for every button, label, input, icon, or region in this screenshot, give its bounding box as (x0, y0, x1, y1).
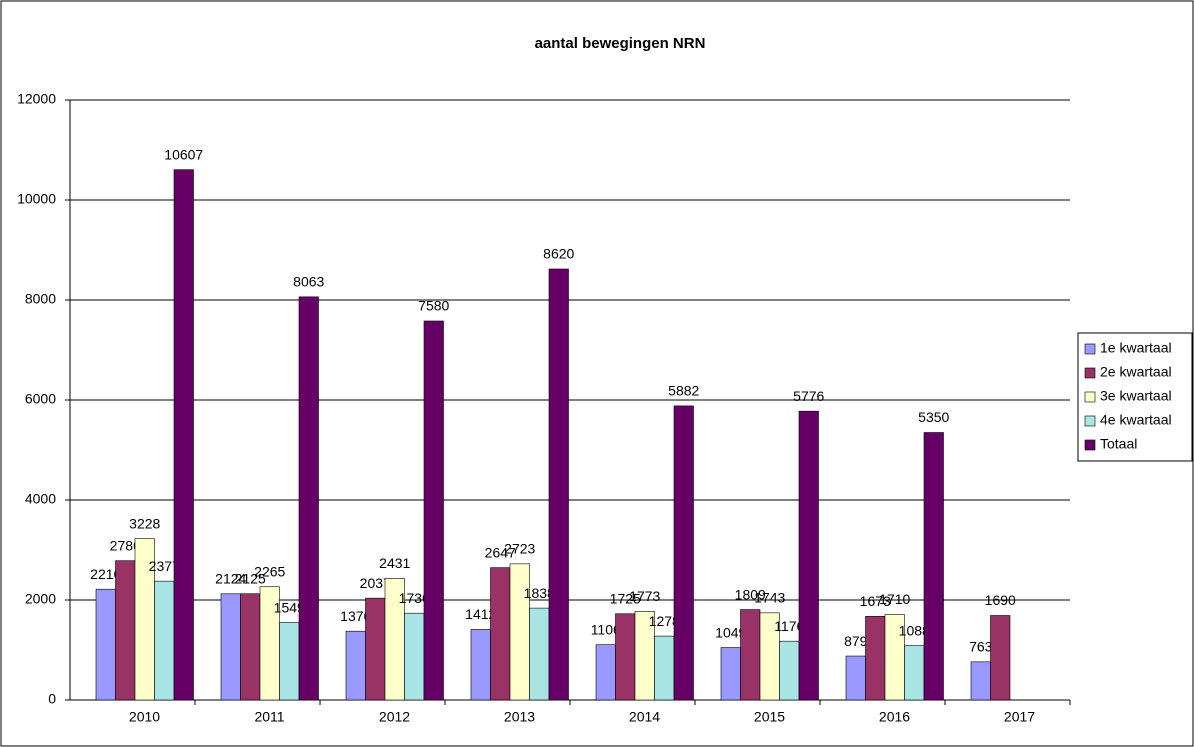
data-label: 10607 (164, 146, 203, 162)
data-label: 2037 (360, 575, 391, 591)
x-tick-label: 2013 (504, 709, 535, 725)
legend-label: 1e kwartaal (1100, 340, 1172, 356)
bar (595, 644, 616, 701)
data-label: 2124 (215, 571, 246, 587)
data-label: 2723 (504, 541, 535, 557)
legend-swatch (1084, 367, 1096, 379)
x-tick-label: 2010 (129, 709, 160, 725)
y-tick-label: 8000 (25, 291, 56, 307)
bar (923, 432, 944, 701)
chart-title: aantal bewegingen NRN (535, 35, 706, 52)
bar (173, 169, 194, 701)
data-label: 8620 (543, 246, 574, 262)
bar (798, 410, 819, 701)
bar (673, 405, 694, 701)
y-tick-label: 4000 (25, 491, 56, 507)
data-label: 1743 (754, 590, 785, 606)
data-label: 879 (844, 633, 868, 649)
data-label: 1176 (774, 618, 804, 634)
data-label: 5882 (668, 383, 699, 399)
data-label: 2265 (254, 563, 285, 579)
bar (423, 320, 444, 701)
bar (904, 645, 925, 701)
legend-swatch (1084, 391, 1096, 403)
legend-swatch (1084, 415, 1096, 427)
bar (490, 567, 511, 701)
data-label: 1773 (629, 588, 660, 604)
data-label: 2786 (110, 537, 141, 553)
data-label: 1549 (274, 599, 305, 615)
data-label: 1278 (649, 613, 680, 629)
bar (404, 612, 425, 701)
data-label: 1088 (899, 622, 930, 638)
data-label: 3228 (129, 515, 160, 531)
data-label: 8063 (293, 274, 324, 290)
legend-label: 3e kwartaal (1100, 388, 1172, 404)
legend-swatch (1084, 343, 1096, 355)
y-tick-label: 6000 (25, 391, 56, 407)
data-label: 2377 (149, 558, 180, 574)
bar (970, 661, 991, 701)
y-tick-label: 0 (48, 691, 56, 707)
data-label: 1412 (465, 606, 496, 622)
data-label: 1725 (610, 590, 641, 606)
legend-label: 2e kwartaal (1100, 364, 1172, 380)
data-label: 1690 (985, 592, 1016, 608)
bar (240, 593, 261, 701)
data-label: 1049 (715, 624, 746, 640)
data-label: 7580 (418, 298, 449, 314)
bar (845, 655, 866, 701)
data-label: 2125 (235, 570, 266, 586)
bar (990, 615, 1011, 701)
y-tick-label: 2000 (25, 591, 56, 607)
data-label: 2216 (90, 566, 121, 582)
bar (740, 609, 761, 701)
y-tick-label: 10000 (17, 191, 56, 207)
data-label: 1809 (735, 586, 766, 602)
data-label: 2431 (379, 555, 410, 571)
bar (529, 607, 550, 701)
bar (548, 268, 569, 701)
y-tick-label: 12000 (17, 91, 56, 107)
bar (654, 635, 675, 701)
data-label: 1106 (591, 621, 621, 637)
legend-swatch (1084, 439, 1096, 451)
bar (95, 588, 116, 701)
data-label: 763 (969, 639, 993, 655)
legend-label: 4e kwartaal (1100, 412, 1172, 428)
bar (298, 296, 319, 701)
bar (470, 629, 491, 701)
x-tick-label: 2015 (754, 709, 785, 725)
x-tick-label: 2016 (879, 709, 910, 725)
x-tick-label: 2012 (379, 709, 410, 725)
legend-label: Totaal (1100, 436, 1137, 452)
bar (365, 597, 386, 701)
bar (279, 622, 300, 701)
data-label: 5350 (918, 409, 949, 425)
bar (720, 647, 741, 701)
x-tick-label: 2017 (1004, 709, 1035, 725)
x-tick-label: 2011 (254, 709, 284, 725)
data-label: 5776 (793, 388, 824, 404)
data-label: 1673 (860, 593, 891, 609)
data-label: 1710 (879, 591, 910, 607)
legend-box (1077, 332, 1193, 462)
bar (115, 560, 136, 701)
bar (154, 580, 175, 701)
data-label: 2647 (485, 544, 516, 560)
bar (779, 640, 800, 701)
bar (615, 613, 636, 701)
bar (345, 630, 366, 701)
data-label: 1838 (524, 585, 555, 601)
data-label: 1736 (399, 590, 430, 606)
x-tick-label: 2014 (629, 709, 660, 725)
data-label: 1376 (340, 608, 371, 624)
bar (220, 593, 241, 701)
bar (865, 616, 886, 701)
